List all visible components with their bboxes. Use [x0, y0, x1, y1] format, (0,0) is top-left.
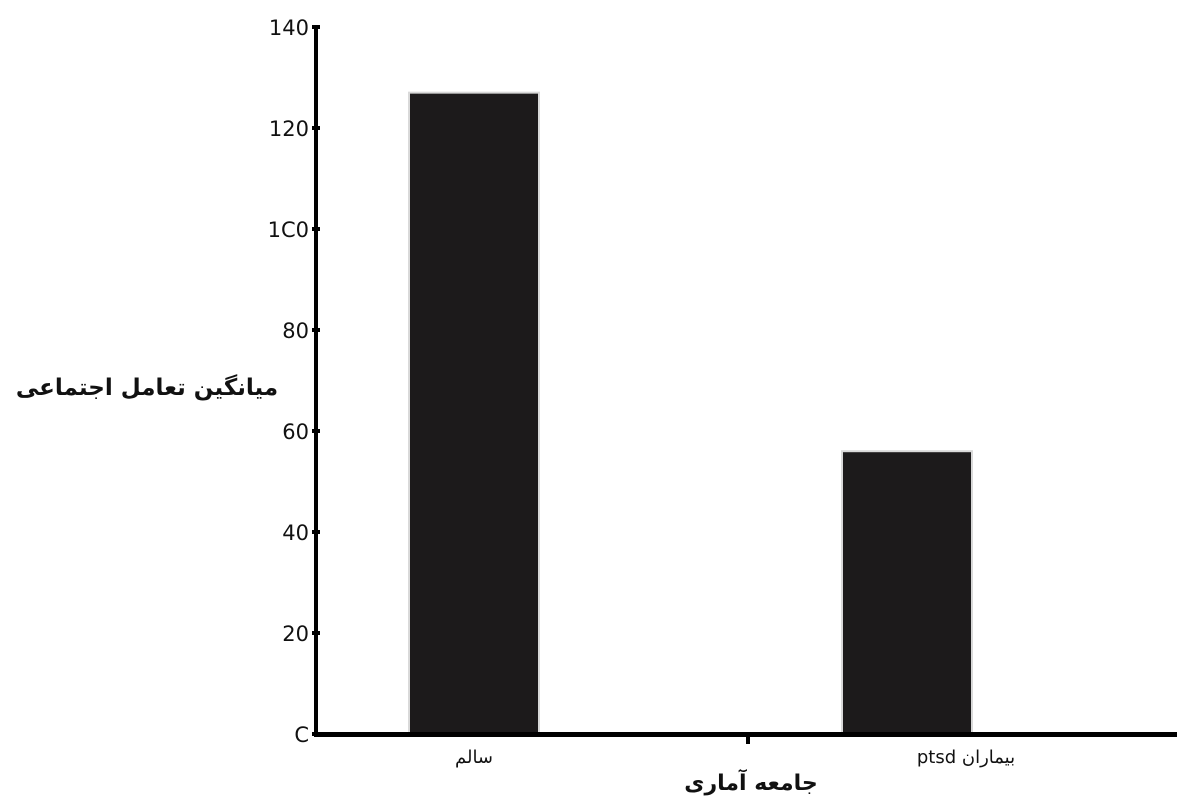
y-tick-label-5: 80 [282, 319, 309, 343]
y-tick-label-8: 140 [269, 16, 309, 40]
y-tick-label-3: 40 [282, 521, 309, 545]
y-ticks-layer: C 20 40 60 80 1C0 120 140 [268, 16, 320, 747]
x-labels-layer: سالم بیماران ptsd [455, 747, 1015, 768]
y-axis-title: میانگین تعامل اجتماعی [16, 374, 278, 401]
x-category-label-1: سالم [455, 747, 493, 768]
bars-layer [408, 91, 973, 735]
x-category-label-2: بیماران ptsd [917, 747, 1015, 768]
y-tick-label-1: C [294, 723, 309, 747]
bar-1 [408, 91, 540, 735]
y-tick-label-4: 60 [282, 420, 309, 444]
y-tick-label-6: 1C0 [268, 218, 309, 242]
y-tick-label-7: 120 [269, 117, 309, 141]
x-axis-title: جامعه آماری [684, 768, 817, 796]
y-tick-label-2: 20 [282, 622, 309, 646]
bar-2 [841, 450, 973, 735]
